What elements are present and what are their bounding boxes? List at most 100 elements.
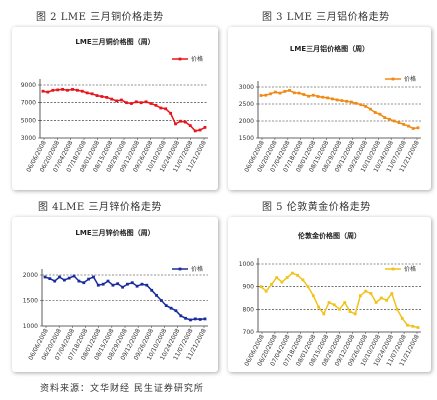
copper-data-point: [164, 107, 168, 111]
zinc-price-chart-panel: LME三月锌价格图（周） 1000 1500 2000 06/06/2008 06/20/…: [12, 217, 218, 372]
aluminum-data-point: [307, 94, 310, 98]
copper-data-point: [139, 101, 143, 105]
copper-price-line: [42, 88, 206, 132]
copper-data-point: [90, 92, 94, 96]
aluminum-data-point: [383, 116, 387, 119]
copper-data-point: [130, 102, 133, 105]
aluminum-data-point: [416, 126, 420, 130]
zinc-data-point: [126, 282, 129, 286]
zinc-data-point: [67, 276, 71, 280]
zinc-data-point: [169, 306, 173, 310]
copper-y-tick-label: 5000: [21, 117, 36, 124]
aluminum-y-tick-label: 1500: [239, 135, 254, 142]
copper-chart-title: LME三月铜价格图（周）: [75, 37, 154, 46]
zinc-data-point: [150, 288, 154, 292]
zinc-data-point: [111, 283, 115, 287]
copper-price-chart-panel: LME三月铜价格图（周） 3000 5000 7000 9000 06/06/2008 06…: [12, 27, 218, 190]
gold-data-point: [411, 324, 415, 328]
figure-4-caption: 图 4LME 三月锌价格走势: [38, 202, 162, 213]
zinc-y-tick-label: 1500: [23, 298, 38, 305]
zinc-data-point: [82, 281, 86, 285]
copper-data-point: [193, 129, 197, 133]
copper-data-point: [188, 124, 192, 127]
gold-price-line: [260, 272, 419, 329]
zinc-data-point: [72, 274, 76, 278]
copper-data-point: [169, 111, 172, 115]
aluminum-data-point: [402, 123, 406, 126]
gold-data-point: [280, 280, 284, 284]
gold-y-tick-label: 700: [243, 329, 255, 336]
aluminum-data-point: [340, 99, 344, 102]
copper-data-point: [105, 96, 109, 99]
copper-data-point: [71, 88, 74, 91]
copper-y-tick-label: 9000: [21, 82, 36, 89]
aluminum-price-line: [260, 89, 419, 130]
aluminum-data-point: [411, 127, 415, 130]
aluminum-data-point: [311, 93, 315, 97]
copper-data-point: [198, 128, 202, 132]
zinc-data-point: [193, 317, 197, 321]
copper-data-point: [110, 97, 114, 101]
gold-data-point: [359, 294, 362, 298]
copper-y-tick-label: 3000: [21, 135, 36, 142]
copper-price-chart: LME三月铜价格图（周）300050007000900006/06/200806…: [21, 37, 208, 173]
zinc-data-point: [106, 279, 110, 283]
copper-legend-label: 价格: [191, 55, 203, 63]
aluminum-data-point: [407, 124, 410, 128]
copper-data-point: [76, 88, 79, 92]
zinc-price-chart: LME三月锌价格图（周）10001500200006/06/200806/20/…: [23, 228, 208, 361]
aluminum-legend-marker: [391, 77, 395, 81]
figure-2-caption: 图 2 LME 三月铜价格走势: [36, 12, 164, 23]
aluminum-data-point: [354, 101, 358, 105]
copper-data-point: [85, 91, 89, 95]
zinc-data-point: [184, 316, 187, 320]
aluminum-data-point: [373, 111, 377, 114]
zinc-legend-marker: [178, 267, 182, 271]
aluminum-data-point: [350, 100, 353, 104]
aluminum-y-tick-label: 3000: [239, 84, 254, 91]
aluminum-data-point: [288, 89, 291, 92]
aluminum-data-point: [388, 117, 391, 121]
aluminum-data-point: [264, 93, 268, 97]
gold-data-point: [264, 289, 268, 293]
copper-data-point: [134, 100, 138, 104]
gold-data-point: [369, 292, 373, 295]
zinc-data-point: [203, 317, 207, 321]
aluminum-data-point: [278, 91, 282, 95]
aluminum-data-point: [283, 90, 287, 93]
zinc-data-point: [77, 279, 81, 283]
zinc-data-point: [160, 299, 163, 302]
zinc-data-point: [48, 277, 52, 280]
zinc-data-point: [101, 282, 105, 286]
copper-data-point: [80, 89, 84, 93]
aluminum-data-point: [369, 107, 372, 111]
aluminum-data-point: [269, 92, 272, 96]
copper-data-point: [115, 99, 118, 103]
figure-5-caption: 图 5 伦敦黄金价格走势: [262, 202, 371, 213]
copper-data-point: [159, 106, 163, 110]
aluminum-data-point: [364, 105, 368, 108]
gold-data-point: [390, 292, 394, 295]
gold-data-point: [332, 303, 336, 307]
zinc-data-point: [43, 275, 47, 279]
aluminum-price-chart: LME三月铝价格图（周）150020002500300006/06/200806…: [239, 44, 421, 173]
copper-data-point: [149, 102, 153, 105]
copper-data-point: [184, 120, 187, 124]
gold-data-point: [275, 276, 279, 279]
zinc-legend-label: 价格: [191, 265, 203, 273]
aluminum-data-point: [259, 94, 263, 97]
zinc-data-point: [116, 282, 120, 286]
gold-data-point: [291, 271, 294, 275]
zinc-data-point: [53, 279, 57, 283]
copper-data-point: [51, 88, 55, 92]
zinc-data-point: [58, 275, 61, 279]
gold-data-point: [353, 312, 357, 316]
zinc-data-point: [121, 285, 124, 289]
gold-data-point: [416, 326, 420, 329]
zinc-data-point: [92, 275, 95, 279]
zinc-chart-title: LME三月锌价格图（周）: [75, 228, 154, 237]
gold-data-point: [385, 298, 388, 302]
zinc-price-line: [44, 275, 206, 321]
gold-y-tick-label: 900: [243, 284, 255, 291]
zinc-data-point: [174, 309, 178, 313]
